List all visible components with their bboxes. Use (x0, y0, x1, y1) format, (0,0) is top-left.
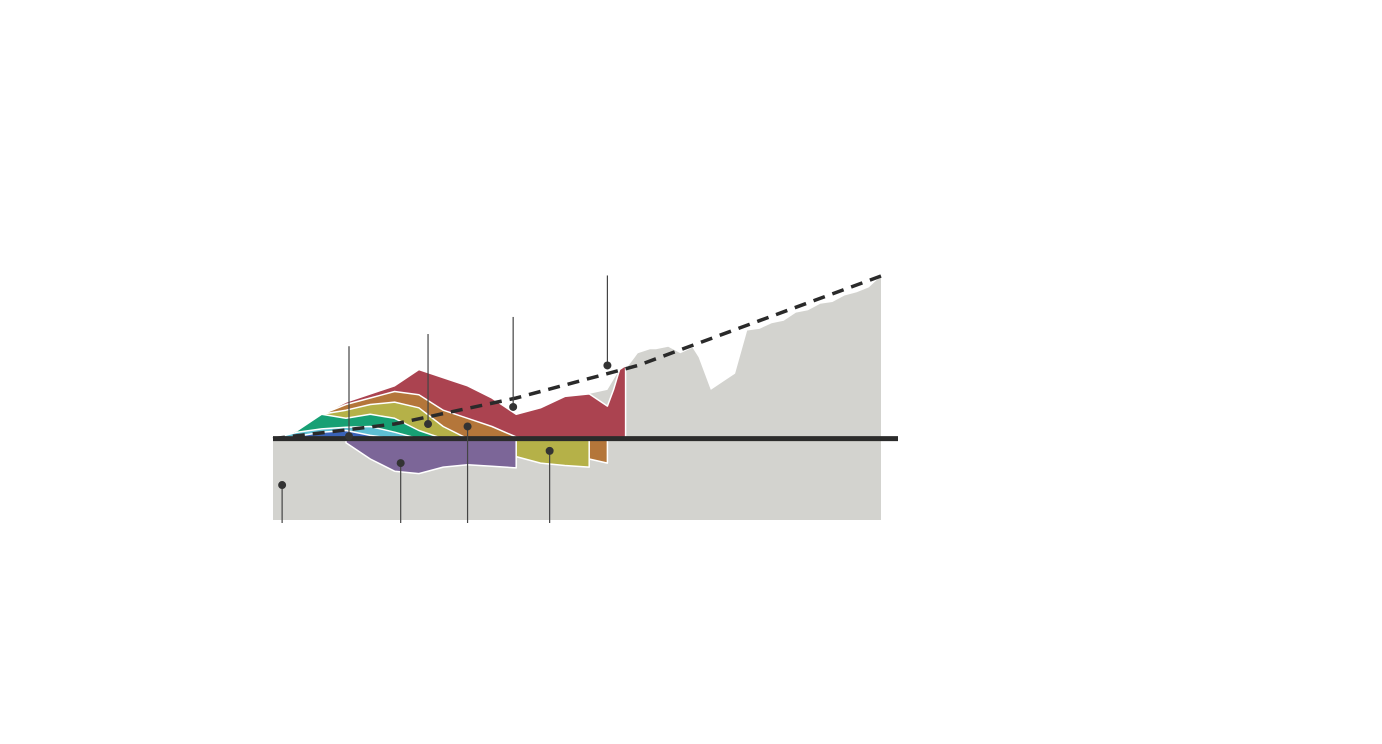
annotation-point-6 (509, 402, 518, 411)
annotation-point-4 (424, 420, 433, 429)
annotation-point-8 (603, 361, 612, 370)
trend-line-layer (272, 274, 882, 441)
annotation-point-7 (545, 446, 554, 455)
annotation-point-3 (396, 459, 405, 468)
annotation-point-1 (278, 481, 287, 490)
trend-line (272, 274, 882, 441)
annotation-point-5 (463, 422, 472, 431)
annotation-point-2 (345, 432, 353, 441)
annotation-layer (278, 275, 612, 523)
